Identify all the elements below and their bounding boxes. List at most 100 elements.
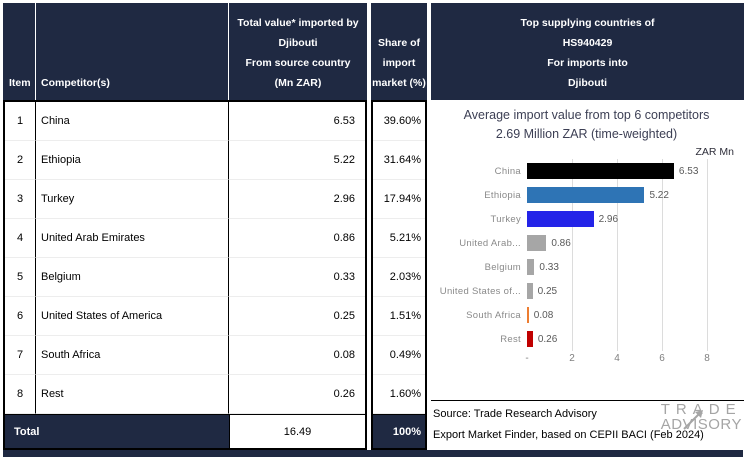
category-label: Ethiopia [484, 189, 521, 201]
cell-value: 0.26 [229, 375, 365, 414]
x-axis: - 2 4 6 8 [525, 351, 709, 367]
bar-value-label: 2.96 [598, 213, 619, 225]
source-line: Export Market Finder, based on CEPII BAC… [433, 429, 704, 441]
bar-track: 0.86 [527, 235, 707, 251]
chart-bar-row: South Africa 0.08 [437, 303, 736, 327]
col-header-total-value: Total value* imported by Djibouti From s… [229, 3, 367, 100]
x-tick: 6 [659, 353, 665, 364]
bar-track: 0.08 [527, 307, 707, 323]
chart-bar [527, 235, 547, 251]
category-label: United States of... [439, 285, 521, 297]
x-tick: 4 [614, 353, 620, 364]
bar-track: 2.96 [527, 211, 707, 227]
table-row: 1 China 6.53 [5, 102, 365, 141]
total-share: 100% [373, 414, 425, 448]
table-row: 6 United States of America 0.25 [5, 297, 365, 336]
bar-track: 0.26 [527, 331, 707, 347]
chart-unit-label: ZAR Mn [695, 146, 734, 158]
col-header-share: Share of import market (%) [371, 3, 427, 100]
chart-bar-row: Belgium 0.33 [437, 255, 736, 279]
col-header-competitors: Competitor(s) [36, 3, 229, 100]
bar-value-label: 6.53 [678, 165, 699, 177]
header-line: market (%) [372, 77, 426, 89]
header-line: From source country [245, 57, 351, 69]
category-label: China [494, 165, 521, 177]
cell-item: 4 [5, 219, 36, 258]
footer-accent-bar [3, 450, 743, 457]
bar-value-label: 0.86 [551, 237, 571, 249]
cell-competitor: Belgium [36, 258, 229, 297]
chart-bar-row: Ethiopia 5.22 [437, 183, 736, 207]
bar-value-label: 0.08 [533, 309, 554, 321]
chart-bar-row: Rest 0.26 [437, 327, 736, 351]
table-row: 8 Rest 0.26 [5, 375, 365, 414]
cell-item: 5 [5, 258, 36, 297]
cell-value: 6.53 [229, 102, 365, 141]
header-line: import [382, 57, 416, 69]
table-row: 3 Turkey 2.96 [5, 180, 365, 219]
total-label: Total [5, 415, 229, 448]
col-header-item: Item [3, 3, 36, 100]
cell-item: 3 [5, 180, 36, 219]
cell-share: 2.03% [373, 258, 425, 297]
bar-value-label: 0.25 [537, 285, 558, 297]
header-line: Djibouti [567, 77, 608, 89]
header-line: Djibouti [278, 37, 318, 49]
cell-share: 0.49% [373, 336, 425, 375]
x-tick: 2 [569, 353, 575, 364]
source-line: Source: Trade Research Advisory [433, 408, 597, 420]
cell-share: 31.64% [373, 141, 425, 180]
chart-panel-header: Top supplying countries of HS940429 For … [431, 3, 744, 100]
gridline [617, 159, 618, 351]
chart-bar [527, 307, 529, 323]
cell-item: 6 [5, 297, 36, 336]
table-body: 1 China 6.53 2 Ethiopia 5.22 3 Turkey 2.… [3, 100, 367, 450]
table-total-row: Total 16.49 [5, 414, 365, 448]
table-header-row: Item Competitor(s) Total value* imported… [3, 3, 367, 100]
bar-value-label: 5.22 [649, 189, 669, 201]
table-row: 4 United Arab Emirates 0.86 [5, 219, 365, 258]
cell-value: 5.22 [229, 141, 365, 180]
header-line: (Mn ZAR) [274, 77, 322, 89]
header-line: Top supplying countries of [520, 17, 655, 29]
bar-value-label: 0.33 [539, 261, 559, 273]
header-line: For imports into [547, 57, 628, 69]
table-row: 2 Ethiopia 5.22 [5, 141, 365, 180]
total-value: 16.49 [229, 415, 365, 448]
cell-share: 1.60% [373, 375, 425, 414]
cell-competitor: Rest [36, 375, 229, 414]
category-label: United Arab... [459, 237, 521, 249]
trade-advisory-logo: TRADE ADVISORY [661, 402, 742, 432]
share-body: 39.60% 31.64% 17.94% 5.21% 2.03% 1.51% 0… [371, 100, 427, 450]
gridline [662, 159, 663, 351]
chart-bar [527, 283, 533, 299]
cell-share: 39.60% [373, 102, 425, 141]
logo-text-advisory: ADVISORY [660, 416, 742, 433]
cell-competitor: China [36, 102, 229, 141]
cell-share: 17.94% [373, 180, 425, 219]
cell-value: 0.25 [229, 297, 365, 336]
cell-competitor: United States of America [36, 297, 229, 336]
chart-bar [527, 163, 674, 179]
chart-bar [527, 211, 594, 227]
share-column: Share of import market (%) 39.60% 31.64%… [371, 3, 427, 450]
cell-item: 7 [5, 336, 36, 375]
chart-bar [527, 331, 533, 347]
bar-track: 0.25 [527, 283, 707, 299]
gridline [707, 159, 708, 351]
chart-subtitle: 2.69 Million ZAR (time-weighted) [495, 127, 678, 141]
bar-chart: Average import value from top 6 competit… [431, 100, 744, 400]
cell-competitor: Turkey [36, 180, 229, 219]
competitors-table: Item Competitor(s) Total value* imported… [3, 3, 367, 450]
category-label: Belgium [484, 261, 521, 273]
category-label: Turkey [490, 213, 521, 225]
logo-arrow-icon [683, 410, 703, 430]
chart-title: Average import value from top 6 competit… [463, 108, 710, 122]
header-line: Share of [377, 37, 420, 49]
chart-bar [527, 259, 535, 275]
source-block: Source: Trade Research Advisory Export M… [431, 400, 744, 450]
cell-value: 0.33 [229, 258, 365, 297]
table-row: 5 Belgium 0.33 [5, 258, 365, 297]
chart-plot-area: China 6.53 Ethiopia 5.22 Turkey [437, 159, 736, 367]
cell-item: 1 [5, 102, 36, 141]
